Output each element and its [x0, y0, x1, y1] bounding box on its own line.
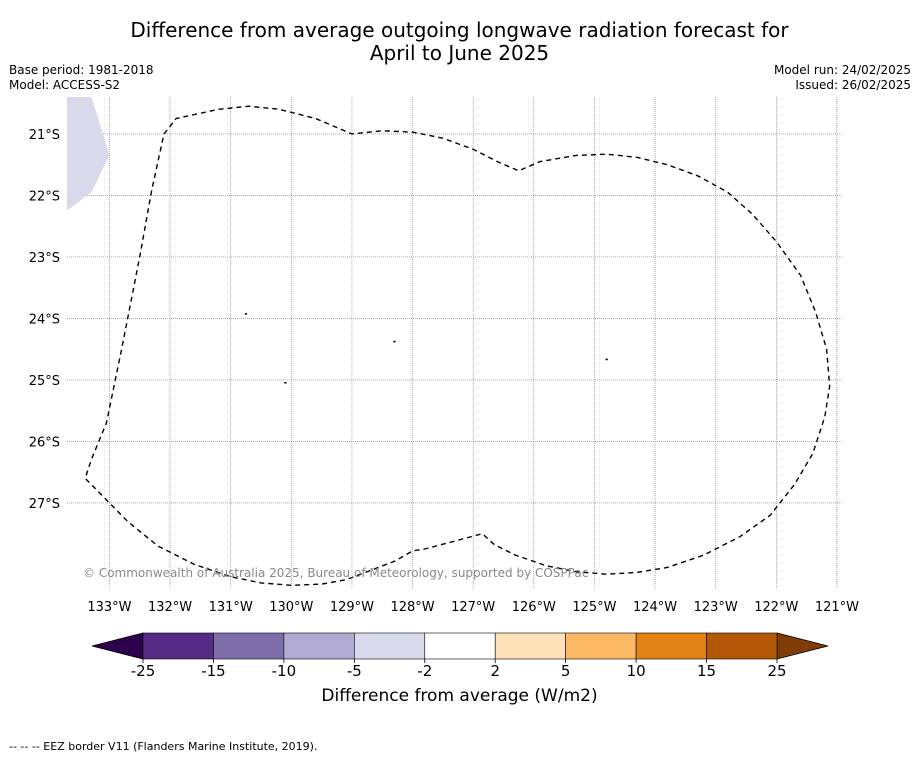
lat-label: 25°S	[29, 374, 60, 389]
colorbar-swatch	[565, 632, 637, 660]
colorbar-tick-label: -25	[131, 662, 156, 680]
lon-label: 128°W	[390, 600, 434, 615]
colorbar-tick-label: -10	[272, 662, 297, 680]
colorbar-swatch	[494, 632, 566, 660]
colorbar-swatch	[706, 632, 778, 660]
lon-label: 132°W	[148, 600, 192, 615]
lon-label: 131°W	[209, 600, 253, 615]
colorbar-under-arrow	[91, 632, 144, 660]
colorbar-tick-label: -2	[417, 662, 432, 680]
base-period: Base period: 1981-2018	[9, 63, 154, 77]
colorbar-tick-label: -15	[201, 662, 226, 680]
islands	[244, 313, 608, 384]
lon-label: 121°W	[815, 600, 859, 615]
colorbar-swatch	[424, 632, 496, 660]
meta-right: Model run: 24/02/2025 Issued: 26/02/2025	[774, 63, 911, 93]
lon-label: 133°W	[87, 600, 131, 615]
copyright-notice: © Commonwealth of Australia 2025, Bureau…	[83, 566, 588, 580]
footer-note: -- -- -- EEZ border V11 (Flanders Marine…	[9, 740, 318, 753]
meta-left: Base period: 1981-2018 Model: ACCESS-S2	[9, 63, 154, 93]
colorbar: -25 -15 -10 -5 -2 2 5 10 15 25	[91, 632, 829, 680]
eez-border	[84, 105, 831, 587]
colorbar-tick-label: 5	[561, 662, 571, 680]
island	[284, 381, 287, 384]
lon-label: 122°W	[754, 600, 798, 615]
latitude-labels: 21°S 22°S 23°S 24°S 25°S 26°S 27°S	[29, 128, 60, 512]
lon-label: 126°W	[512, 600, 556, 615]
issued-date: Issued: 26/02/2025	[795, 78, 911, 92]
lon-label: 123°W	[694, 600, 738, 615]
colorbar-tick-label: -5	[347, 662, 362, 680]
colorbar-swatch	[213, 632, 285, 660]
lon-label: 125°W	[572, 600, 616, 615]
colorbar-over-arrow	[776, 632, 829, 660]
model-run: Model run: 24/02/2025	[773, 63, 911, 77]
lat-label: 27°S	[29, 497, 60, 512]
lon-label: 127°W	[451, 600, 495, 615]
title-line-1: Difference from average outgoing longwav…	[130, 18, 789, 42]
lat-label: 24°S	[29, 312, 60, 327]
shaded-region	[67, 97, 110, 211]
lat-label: 23°S	[29, 251, 60, 266]
longitude-labels: 133°W 132°W 131°W 130°W 129°W 128°W 127°W 126°W…	[87, 600, 859, 615]
title-line-2: April to June 2025	[369, 41, 550, 65]
colorbar-label: Difference from average (W/m2)	[321, 686, 598, 706]
lat-label: 21°S	[29, 128, 60, 143]
lat-label: 26°S	[29, 435, 60, 450]
island	[393, 340, 396, 343]
colorbar-tick-label: 10	[627, 662, 646, 680]
lat-label: 22°S	[29, 189, 60, 204]
colorbar-tick-label: 15	[697, 662, 716, 680]
map-title: Difference from average outgoing longwav…	[0, 19, 919, 65]
island	[244, 313, 248, 315]
lon-label: 129°W	[330, 600, 374, 615]
lon-label: 124°W	[633, 600, 677, 615]
colorbar-swatch	[283, 632, 355, 660]
model-name: Model: ACCESS-S2	[9, 78, 121, 92]
colorbar-swatch	[635, 632, 707, 660]
island	[605, 358, 608, 361]
colorbar-tick-label: 2	[490, 662, 500, 680]
graticule	[67, 97, 843, 589]
lon-label: 130°W	[269, 600, 313, 615]
colorbar-swatch	[142, 632, 214, 660]
colorbar-tick-label: 25	[767, 662, 786, 680]
colorbar-swatch	[354, 632, 426, 660]
